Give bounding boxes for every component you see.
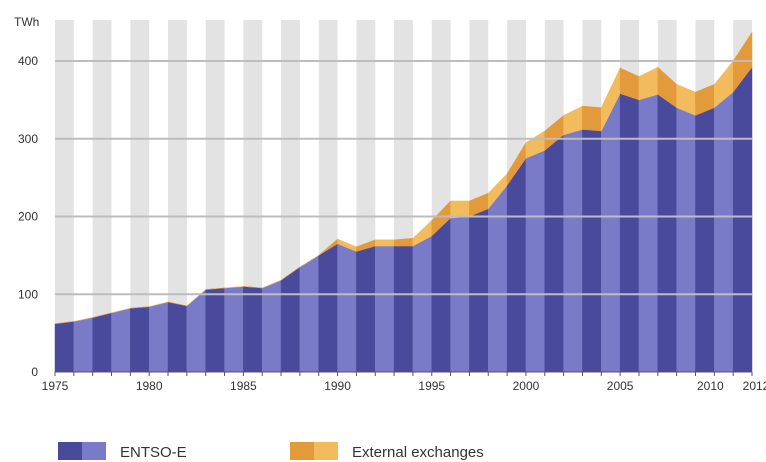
y-tick-label: 0 bbox=[31, 365, 38, 379]
area-segment bbox=[601, 93, 621, 373]
x-tick-label: 2012 bbox=[743, 379, 766, 393]
x-tick-label: 2010 bbox=[697, 379, 724, 393]
area-segment bbox=[356, 245, 376, 373]
area-segment bbox=[525, 150, 546, 373]
area-segment bbox=[732, 31, 753, 93]
area-segment bbox=[695, 107, 715, 373]
x-tick-label: 2000 bbox=[513, 379, 540, 393]
x-tick-label: 1995 bbox=[418, 379, 445, 393]
area-segment bbox=[73, 317, 93, 373]
legend: ENTSO-E External exchanges bbox=[58, 442, 484, 461]
legend-swatch-light bbox=[82, 442, 106, 460]
chart-areas bbox=[54, 31, 753, 373]
area-segment bbox=[205, 287, 225, 373]
area-segment bbox=[148, 301, 169, 373]
area-segment bbox=[676, 107, 696, 373]
area-segment bbox=[393, 245, 414, 373]
area-segment bbox=[111, 307, 131, 373]
series-external-exchanges bbox=[54, 31, 753, 325]
area-segment bbox=[638, 94, 659, 373]
legend-item-entso-e: ENTSO-E bbox=[58, 442, 187, 461]
area-segment bbox=[243, 286, 263, 373]
background-band bbox=[92, 20, 112, 372]
x-tick-label: 1985 bbox=[230, 379, 257, 393]
y-tick-label: 400 bbox=[18, 54, 38, 68]
legend-label: ENTSO-E bbox=[120, 444, 187, 461]
area-segment bbox=[582, 129, 602, 373]
area-segment bbox=[619, 93, 640, 373]
background-band bbox=[55, 20, 74, 372]
area-segment bbox=[280, 266, 301, 373]
area-segment bbox=[186, 289, 206, 373]
area-segment bbox=[582, 105, 602, 132]
area-segment bbox=[450, 200, 470, 219]
area-segment bbox=[167, 301, 188, 373]
x-tick-label: 1980 bbox=[136, 379, 163, 393]
area-segment bbox=[337, 243, 357, 373]
x-tick-label: 1990 bbox=[324, 379, 351, 393]
legend-swatch-light bbox=[314, 442, 338, 460]
area-segment bbox=[393, 237, 414, 247]
background-band bbox=[243, 20, 263, 372]
area-segment bbox=[224, 286, 244, 373]
y-axis-ticks: 0 100 200 300 400 bbox=[18, 54, 38, 379]
gridlines bbox=[55, 60, 752, 296]
legend-item-external-exchanges: External exchanges bbox=[290, 442, 484, 461]
area-segment bbox=[563, 129, 583, 373]
background-band bbox=[205, 20, 225, 372]
area-segment bbox=[92, 312, 112, 373]
background-band bbox=[130, 20, 150, 372]
area-segment bbox=[374, 245, 395, 373]
x-tick-label: 1975 bbox=[42, 379, 69, 393]
y-tick-label: 300 bbox=[18, 132, 38, 146]
area-segment bbox=[638, 66, 659, 101]
x-axis-ticks: 1975 1980 1985 1990 1995 2000 2005 2010 2012 bbox=[42, 372, 766, 393]
x-tick-label: 2005 bbox=[607, 379, 634, 393]
area-segment bbox=[130, 306, 150, 373]
area-segment bbox=[412, 235, 433, 373]
area-segment bbox=[318, 243, 338, 373]
y-axis-unit-label: TWh bbox=[14, 15, 39, 29]
area-segment bbox=[544, 134, 564, 373]
y-tick-label: 200 bbox=[18, 210, 38, 224]
y-tick-label: 100 bbox=[18, 287, 38, 301]
area-segment bbox=[657, 93, 677, 373]
legend-swatch-dark bbox=[58, 442, 82, 460]
area-segment bbox=[299, 254, 319, 373]
background-band bbox=[168, 20, 187, 372]
area-segment bbox=[732, 66, 753, 373]
area-segment bbox=[374, 239, 395, 247]
area-segment bbox=[469, 208, 489, 373]
legend-label: External exchanges bbox=[352, 444, 484, 461]
area-segment bbox=[488, 184, 508, 373]
area-segment bbox=[714, 91, 734, 373]
area-segment bbox=[54, 321, 75, 373]
area-segment bbox=[506, 157, 527, 373]
legend-swatch-dark bbox=[290, 442, 314, 460]
